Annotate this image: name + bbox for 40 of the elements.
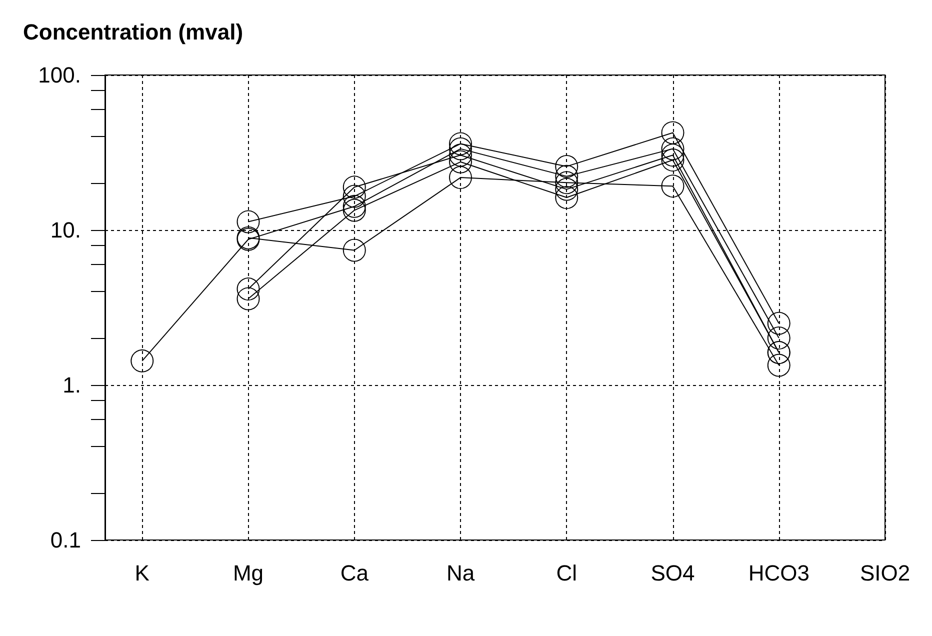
point xyxy=(449,137,472,160)
y-tick-label: 0.1 xyxy=(50,528,81,552)
point xyxy=(767,326,790,350)
point xyxy=(661,148,684,172)
x-tick-label: Ca xyxy=(340,560,370,586)
y-tick-label: 1. xyxy=(62,372,81,398)
x-tick-label: K xyxy=(134,560,150,586)
point xyxy=(767,312,790,335)
point xyxy=(449,166,472,190)
point xyxy=(767,354,790,377)
point xyxy=(555,178,578,201)
point xyxy=(236,210,260,234)
point xyxy=(342,238,366,262)
point xyxy=(342,176,366,199)
point xyxy=(555,186,578,210)
point xyxy=(342,184,366,208)
point xyxy=(661,144,684,167)
x-tick-label: SO4 xyxy=(650,560,695,586)
x-tick-label: Na xyxy=(446,560,476,586)
point xyxy=(130,349,154,372)
point xyxy=(342,194,366,218)
point xyxy=(555,164,578,188)
point xyxy=(661,137,684,160)
point xyxy=(236,278,260,301)
point xyxy=(661,174,684,198)
x-tick-label: SIO2 xyxy=(860,560,910,586)
point xyxy=(236,287,260,310)
y-tick-label: 10. xyxy=(50,218,81,242)
point xyxy=(449,150,472,174)
point xyxy=(555,154,578,178)
point xyxy=(342,198,366,222)
point xyxy=(555,171,578,194)
x-tick-label: Mg xyxy=(232,560,264,586)
point xyxy=(449,132,472,156)
x-tick-label: Cl xyxy=(556,560,578,586)
chart-title: Concentration (mval) xyxy=(23,20,244,44)
x-tick-label: HCO3 xyxy=(748,560,810,586)
point xyxy=(449,144,472,167)
point xyxy=(661,121,684,144)
y-tick-label: 100. xyxy=(38,62,81,88)
